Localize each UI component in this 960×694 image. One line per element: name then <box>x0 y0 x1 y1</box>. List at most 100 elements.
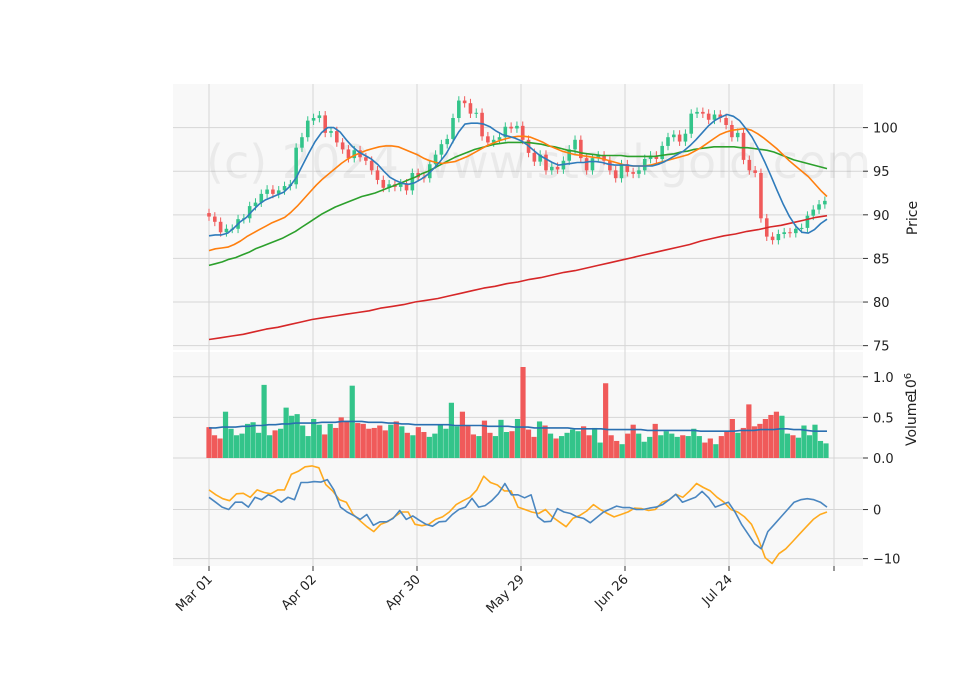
volume-bar <box>790 435 796 458</box>
volume-bar <box>614 440 620 458</box>
volume-bar <box>333 427 339 458</box>
volume-bar <box>443 428 449 458</box>
candle-body <box>387 184 391 188</box>
volume-bar <box>674 436 680 458</box>
volume-bar <box>608 435 614 458</box>
volume-bar <box>255 432 262 458</box>
candle-body <box>712 114 717 120</box>
volume-bar <box>283 407 289 458</box>
candle-body <box>491 139 496 143</box>
volume-bar <box>702 442 708 458</box>
candle-body <box>451 118 455 139</box>
candle-body <box>672 134 676 138</box>
price-axis-label: Price <box>905 201 921 235</box>
volume-bar <box>211 435 218 458</box>
candle-body <box>776 234 781 241</box>
candle-body <box>596 155 601 159</box>
volume-bar <box>410 435 416 458</box>
candle-body <box>276 190 281 194</box>
candle-body <box>457 100 461 119</box>
volume-bar <box>399 426 405 458</box>
candle-body <box>782 232 786 235</box>
volume-bar <box>592 427 598 458</box>
volume-bar <box>388 424 394 458</box>
oscillator-orange-line <box>208 465 828 565</box>
candle-body <box>579 139 583 159</box>
indicator-lines <box>208 113 828 565</box>
price-tick-label: 100 <box>873 122 898 137</box>
volume-bar <box>531 436 537 458</box>
candle-body <box>799 227 804 229</box>
candle-body <box>445 138 450 145</box>
candle-body <box>532 152 537 162</box>
volume-tick-label: 1.0 <box>873 371 894 386</box>
candle-body <box>584 158 589 171</box>
candle-body <box>398 183 403 187</box>
candle-body <box>770 236 775 241</box>
candle-body <box>544 154 548 171</box>
volume-bar <box>465 425 471 458</box>
candle-body <box>625 164 630 173</box>
candle-body <box>613 170 618 179</box>
volume-bar <box>470 434 477 458</box>
price-tick-label: 85 <box>873 252 890 267</box>
volume-bar <box>338 417 344 458</box>
candle-body <box>805 215 810 228</box>
volume-bar <box>509 431 515 458</box>
volume-bar <box>371 427 377 458</box>
volume-bar <box>344 420 350 458</box>
candle-body <box>335 131 339 143</box>
volume-ma-line <box>209 420 827 433</box>
candle-body <box>631 172 635 174</box>
candle-body <box>213 216 217 222</box>
volume-bar <box>360 423 366 458</box>
candle-body <box>497 137 502 140</box>
volume-bar <box>289 415 295 458</box>
price-tick-label: 80 <box>873 296 890 311</box>
volume-bar <box>801 425 807 458</box>
ma-200-line <box>208 214 828 341</box>
candle-body <box>549 166 554 171</box>
volume-bar <box>542 425 548 458</box>
oscillator-blue-line <box>208 478 828 550</box>
candle-body <box>375 170 380 180</box>
volume-bar <box>454 426 460 458</box>
volume-bar <box>448 402 454 458</box>
volume-bar <box>327 423 333 458</box>
volume-bar <box>520 367 526 458</box>
candle-body <box>369 160 374 171</box>
volume-bar <box>377 425 383 458</box>
volume-bar <box>525 429 532 458</box>
candle-body <box>555 166 560 170</box>
candle-body <box>573 139 577 150</box>
candle-body <box>468 103 473 114</box>
volume-bar <box>217 438 223 458</box>
volume-bar <box>757 423 763 458</box>
candle-body <box>811 209 816 216</box>
volume-bar <box>724 432 730 458</box>
volume-bar <box>492 436 499 458</box>
candle-body <box>660 145 664 160</box>
volume-bar <box>206 427 212 458</box>
volume-bar <box>707 438 713 458</box>
volume-bar <box>762 419 769 458</box>
volume-bar <box>575 431 581 458</box>
volume-bar <box>476 436 482 458</box>
candle-body <box>305 120 310 138</box>
candle-body <box>759 172 763 219</box>
volume-bar <box>597 442 603 458</box>
volume-bar <box>806 435 813 458</box>
candle-body <box>346 149 351 159</box>
candle-body <box>207 213 211 217</box>
volume-bar <box>713 444 719 458</box>
volume-bar <box>812 424 818 458</box>
volume-bar <box>311 419 317 458</box>
volume-bar <box>393 421 399 458</box>
volume-bar <box>421 432 427 458</box>
candle-body <box>520 125 525 140</box>
candle-body <box>253 202 258 207</box>
candle-body <box>753 170 757 173</box>
candle-body <box>317 115 322 119</box>
candle-body <box>509 126 513 129</box>
